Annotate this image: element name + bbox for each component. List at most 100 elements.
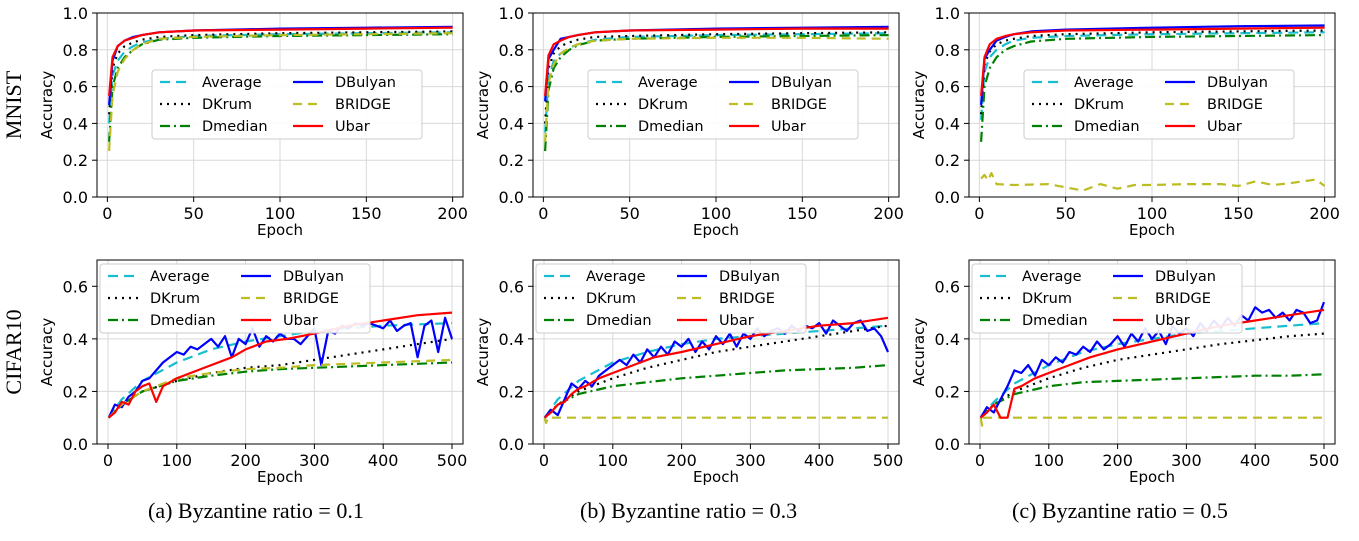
y-tick-label: 0.0 (63, 188, 88, 207)
y-tick-label: 0.4 (935, 114, 960, 133)
plot-frame (532, 259, 900, 445)
x-tick-label: 50 (619, 204, 639, 223)
x-tick-label: 100 (265, 204, 296, 223)
y-tick-label: 0.4 (499, 330, 524, 349)
series-lines (544, 25, 889, 152)
legend-label-average: Average (1074, 75, 1134, 91)
series-line-ubar (980, 26, 1325, 96)
legend-label-bridge: BRIDGE (719, 291, 775, 307)
x-tick-label: 50 (183, 204, 203, 223)
series-line-dmedian (108, 33, 453, 142)
series-line-bridge (980, 172, 1326, 192)
legend-label-dkrum: DKrum (150, 291, 200, 307)
y-axis-label: Accuracy (474, 318, 492, 387)
y-tick-label: 0.6 (499, 78, 524, 97)
legend-label-dkrum: DKrum (1074, 97, 1124, 113)
x-tick-label: 400 (804, 451, 835, 470)
y-tick-label: 0.4 (935, 330, 960, 349)
legend-label-average: Average (586, 269, 646, 285)
y-tick-label: 0.6 (935, 277, 960, 296)
series-line-average (543, 324, 889, 419)
series-line-dkrum (979, 332, 1325, 419)
x-axis-label: Epoch (1129, 221, 1175, 239)
series-line-ubar (108, 26, 453, 96)
series-lines (980, 24, 1326, 192)
series-line-bridge (979, 416, 1324, 427)
y-axis-label: Accuracy (474, 71, 492, 140)
legend-label-bridge: BRIDGE (1155, 291, 1211, 307)
y-tick-label: 0.6 (63, 277, 88, 296)
legend: Average DKrum Dmedian DBulyan BRIDGE Ubar (151, 69, 423, 140)
x-tick-label: 200 (1102, 451, 1133, 470)
legend-label-dmedian: Dmedian (150, 313, 216, 329)
legend-label-average: Average (638, 75, 698, 91)
series-line-dkrum (980, 29, 1325, 115)
legend: Average DKrum Dmedian DBulyan BRIDGE Ubar (587, 69, 859, 140)
legend-label-dbulyan: DBulyan (719, 269, 780, 285)
y-tick-label: 0.8 (499, 41, 524, 60)
series-line-dkrum (108, 30, 453, 115)
plot-frame (968, 259, 1336, 445)
chart-6: 0 100 200 300 400 500 0.0 0.2 0.4 0.6 Epoch Accurac… (910, 259, 1339, 486)
legend-box (99, 263, 371, 334)
series-line-dbulyan (107, 316, 454, 419)
series-lines (108, 25, 453, 152)
y-tick-label: 0.0 (935, 188, 960, 207)
legend-label-ubar: Ubar (1155, 313, 1190, 329)
legend-box (535, 263, 807, 334)
x-tick-label: 0 (975, 451, 985, 470)
legend-label-dmedian: Dmedian (638, 119, 704, 135)
y-tick-label: 0.2 (499, 151, 524, 170)
y-tick-label: 0.4 (63, 330, 88, 349)
x-tick-label: 300 (1171, 451, 1202, 470)
legend-label-dmedian: Dmedian (1022, 313, 1088, 329)
legend-box (1023, 69, 1295, 140)
y-tick-label: 0.8 (935, 41, 960, 60)
legend-box (971, 263, 1243, 334)
legend-label-average: Average (150, 269, 210, 285)
y-tick-label: 0.6 (935, 78, 960, 97)
series-line-bridge (543, 416, 888, 425)
legend-label-bridge: BRIDGE (283, 291, 339, 307)
y-axis-label: Accuracy (38, 318, 56, 387)
series-line-dmedian (544, 34, 889, 152)
x-tick-label: 100 (1034, 451, 1065, 470)
row-label-cifar10: CIFAR10 (1, 309, 26, 394)
legend-label-dbulyan: DBulyan (335, 75, 396, 91)
legend-label-ubar: Ubar (1207, 119, 1242, 135)
y-tick-label: 0.4 (63, 114, 88, 133)
legend-label-dkrum: DKrum (586, 291, 636, 307)
legend-box (587, 69, 859, 140)
chart-3: 0 50 100 150 200 0.0 0.2 0.4 0.6 0.8 1.0 Epoch Accur… (910, 4, 1340, 239)
x-tick-label: 400 (368, 451, 399, 470)
series-line-bridge (107, 358, 453, 419)
series-line-dkrum (107, 337, 453, 419)
legend-label-ubar: Ubar (719, 313, 754, 329)
series-line-ubar (544, 27, 889, 96)
plot-frame (968, 12, 1336, 198)
x-tick-label: 200 (666, 451, 697, 470)
x-tick-label: 500 (437, 451, 468, 470)
x-tick-label: 200 (437, 204, 468, 223)
series-line-average (980, 31, 1325, 120)
series-line-dbulyan (979, 301, 1326, 419)
legend: Average DKrum Dmedian DBulyan BRIDGE Ubar (1023, 69, 1295, 140)
legend-label-dbulyan: DBulyan (1155, 269, 1216, 285)
legend-box (151, 69, 423, 140)
x-tick-label: 300 (299, 451, 330, 470)
x-tick-label: 0 (103, 451, 113, 470)
x-axis-label: Epoch (257, 221, 303, 239)
y-tick-label: 0.0 (499, 435, 524, 454)
x-axis-label: Epoch (693, 468, 739, 486)
x-axis-label: Epoch (693, 221, 739, 239)
legend-label-average: Average (202, 75, 262, 91)
legend-label-bridge: BRIDGE (771, 97, 827, 113)
legend: Average DKrum Dmedian DBulyan BRIDGE Ubar (99, 263, 371, 334)
legend-label-bridge: BRIDGE (1207, 97, 1263, 113)
y-tick-label: 0.2 (499, 382, 524, 401)
row-label-mnist: MNIST (1, 70, 26, 139)
x-tick-label: 100 (701, 204, 732, 223)
y-axis-label: Accuracy (910, 318, 928, 387)
